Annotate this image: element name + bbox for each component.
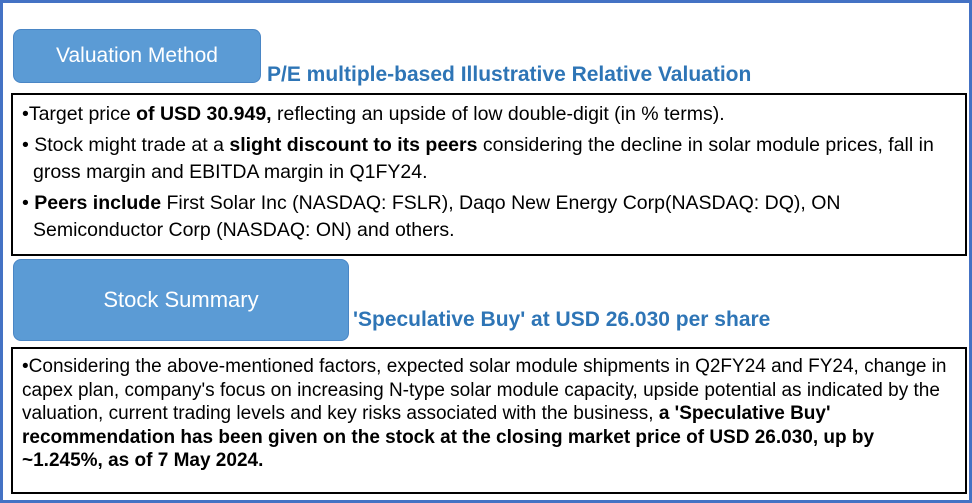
stock-summary-tab: Stock Summary	[13, 259, 349, 341]
valuation-section-title: P/E multiple-based Illustrative Relative…	[267, 63, 752, 86]
valuation-bullet-peers-list: • Peers include First Solar Inc (NASDAQ:…	[22, 192, 841, 241]
valuation-bullet-target-price: •Target price of USD 30.949, reflecting …	[22, 103, 725, 125]
summary-bullet-recommendation: •Considering the above-mentioned factors…	[22, 356, 947, 471]
stock-summary-tab-label: Stock Summary	[103, 287, 259, 312]
valuation-bullet-peer-discount: • Stock might trade at a slight discount…	[22, 134, 934, 183]
summary-content-box: •Considering the above-mentioned factors…	[11, 347, 967, 494]
summary-section-title: 'Speculative Buy' at USD 26.030 per shar…	[353, 308, 771, 331]
valuation-method-tab: Valuation Method	[13, 29, 261, 83]
valuation-method-tab-label: Valuation Method	[56, 44, 218, 67]
valuation-content-box: •Target price of USD 30.949, reflecting …	[11, 93, 967, 256]
